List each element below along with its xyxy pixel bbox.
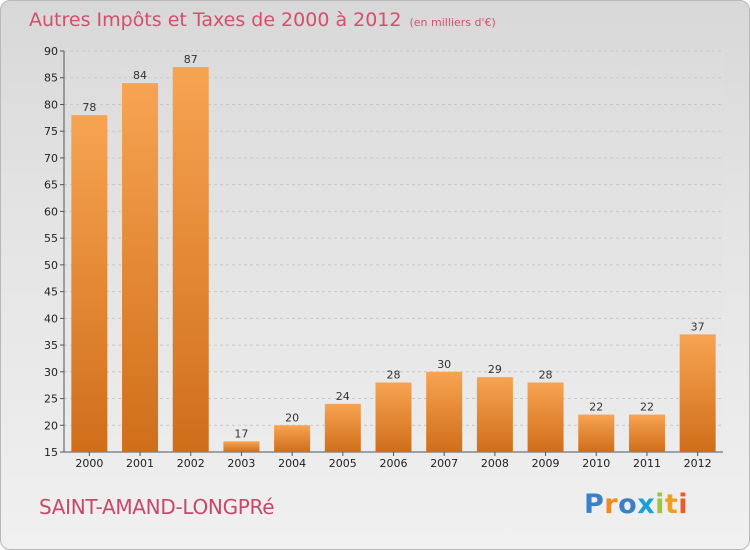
data-label: 24 — [336, 390, 350, 403]
x-tick-label: 2001 — [126, 457, 154, 470]
chart-unit: (en milliers d'€) — [409, 16, 496, 29]
x-tick-label: 2006 — [380, 457, 408, 470]
y-tick-label: 55 — [44, 232, 58, 245]
bar — [375, 382, 412, 452]
x-tick-label: 2003 — [227, 457, 255, 470]
y-tick-label: 35 — [44, 339, 58, 352]
x-tick-label: 2012 — [684, 457, 712, 470]
y-tick-label: 75 — [44, 125, 58, 138]
bar — [578, 414, 615, 452]
chart-title-text: Autres Impôts et Taxes de 2000 à 2012 — [29, 9, 402, 31]
data-label: 78 — [82, 101, 96, 114]
logo-letter: o — [618, 489, 638, 520]
bar — [274, 425, 311, 452]
bar — [172, 67, 209, 452]
logo-letter: i — [678, 489, 689, 520]
y-tick-label: 20 — [44, 419, 58, 432]
bar — [324, 403, 361, 452]
y-tick-label: 45 — [44, 286, 58, 299]
y-tick-label: 30 — [44, 366, 58, 379]
data-label: 22 — [640, 401, 654, 414]
x-tick-label: 2009 — [532, 457, 560, 470]
x-tick-label: 2000 — [75, 457, 103, 470]
y-tick-label: 15 — [44, 446, 58, 459]
x-tick-label: 2005 — [329, 457, 357, 470]
data-label: 28 — [539, 368, 553, 381]
data-label: 22 — [589, 401, 603, 414]
bar — [527, 382, 564, 452]
bar — [122, 83, 159, 452]
y-tick-label: 50 — [44, 259, 58, 272]
bar — [476, 377, 513, 452]
y-tick-label: 25 — [44, 393, 58, 406]
y-tick-label: 80 — [44, 98, 58, 111]
chart-title: Autres Impôts et Taxes de 2000 à 2012 (en… — [29, 9, 496, 31]
y-tick-label: 40 — [44, 312, 58, 325]
y-tick-label: 85 — [44, 72, 58, 85]
commune-name: SAINT-AMAND-LONGPRé — [39, 495, 275, 519]
x-tick-label: 2002 — [177, 457, 205, 470]
logo-letter: i — [655, 489, 665, 520]
y-tick-label: 70 — [44, 152, 58, 165]
x-tick-label: 2010 — [582, 457, 610, 470]
y-tick-label: 60 — [44, 205, 58, 218]
bar — [426, 371, 463, 452]
data-label: 30 — [437, 358, 451, 371]
data-label: 28 — [387, 368, 401, 381]
logo-letter: P — [584, 489, 605, 520]
y-tick-label: 90 — [44, 45, 58, 58]
x-tick-label: 2008 — [481, 457, 509, 470]
data-label: 17 — [234, 427, 248, 440]
data-label: 29 — [488, 363, 502, 376]
y-tick-label: 65 — [44, 179, 58, 192]
data-label: 84 — [133, 69, 147, 82]
x-tick-label: 2007 — [430, 457, 458, 470]
x-tick-label: 2004 — [278, 457, 306, 470]
logo-letter: r — [604, 489, 619, 520]
bar — [628, 414, 665, 452]
x-tick-label: 2011 — [633, 457, 661, 470]
data-label: 37 — [691, 320, 705, 333]
logo-letter: x — [637, 489, 656, 520]
logo-letter: t — [664, 489, 679, 520]
proxiti-logo: Proxiti — [584, 489, 688, 520]
data-label: 20 — [285, 411, 299, 424]
bar — [71, 115, 108, 452]
bar — [223, 441, 260, 452]
data-label: 87 — [184, 53, 198, 66]
bar — [679, 334, 716, 452]
